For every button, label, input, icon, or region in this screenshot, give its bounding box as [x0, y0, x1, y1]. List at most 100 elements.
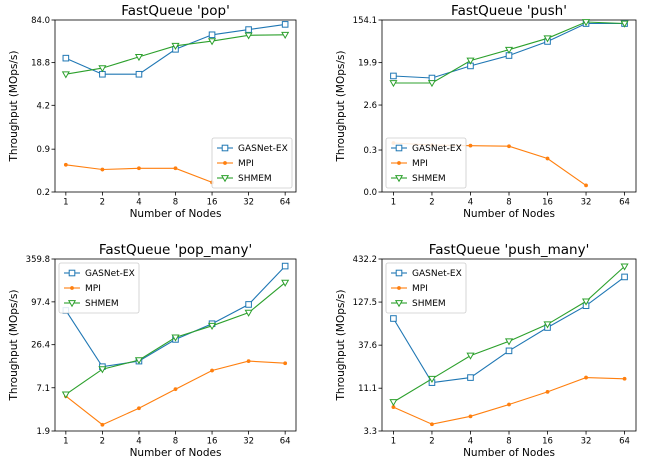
x-axis-label: Number of Nodes: [130, 447, 222, 459]
data-point: [135, 70, 143, 78]
data-point: [468, 414, 473, 419]
legend-label: GASNet-EX: [85, 269, 135, 279]
data-point: [389, 80, 398, 88]
legend-box: [385, 262, 467, 314]
data-point: [171, 334, 180, 342]
legend-label: SHMEM: [412, 174, 446, 184]
data-point: [246, 359, 251, 364]
x-tick-label: 2: [100, 198, 105, 208]
y-tick-label: 26.4: [31, 341, 50, 351]
data-point: [207, 38, 217, 46]
data-point: [137, 406, 141, 411]
x-axis-label: Number of Nodes: [463, 208, 555, 220]
x-tick-label: 16: [542, 198, 553, 208]
data-point: [505, 347, 513, 355]
legend-label: GASNet-EX: [238, 144, 288, 154]
series-shmem: [389, 263, 629, 407]
y-tick-label: 0.2: [36, 188, 50, 198]
series-shmem: [61, 279, 290, 399]
legend-marker: [397, 286, 401, 290]
y-tick-label: 0.3: [363, 146, 377, 156]
legend-label: GASNet-EX: [412, 269, 462, 279]
legend-marker: [394, 175, 404, 183]
x-tick-label: 2: [100, 437, 105, 447]
x-tick-label: 8: [173, 437, 178, 447]
x-tick-label: 1: [391, 198, 396, 208]
series-line: [393, 377, 625, 425]
data-point: [545, 389, 550, 394]
legend-label: MPI: [85, 284, 101, 294]
data-point: [283, 361, 288, 366]
data-point: [281, 31, 290, 39]
x-axis-label: Number of Nodes: [463, 447, 555, 459]
data-point: [63, 162, 68, 167]
y-tick-label: 7.1: [36, 384, 50, 394]
data-point: [244, 309, 253, 317]
series-mpi: [63, 359, 288, 427]
x-tick-label: 8: [506, 437, 511, 447]
data-point: [466, 352, 475, 360]
x-tick-label: 64: [619, 198, 630, 208]
data-point: [134, 53, 144, 62]
y-tick-label: 84.0: [31, 16, 50, 26]
legend-marker: [67, 300, 77, 308]
legend-marker: [395, 269, 403, 277]
legend-box: [58, 262, 140, 314]
chart-panel-3: FastQueue 'push_many'3.311.137.6127.5432…: [335, 242, 637, 459]
series-mpi: [391, 375, 627, 427]
x-tick-label: 8: [173, 198, 178, 208]
data-point: [244, 32, 253, 40]
data-point: [620, 263, 629, 271]
y-tick-label: 0.0: [363, 188, 377, 198]
y-tick-label: 4.2: [36, 101, 50, 111]
legend-marker: [220, 175, 230, 183]
data-point: [467, 374, 474, 381]
series-shmem: [389, 19, 629, 88]
data-point: [543, 35, 552, 43]
series-mpi: [63, 162, 214, 185]
y-axis-label: Throughput (MOps/s): [8, 51, 20, 163]
y-tick-label: 97.4: [31, 298, 50, 308]
data-point: [430, 422, 434, 427]
data-point: [504, 338, 514, 346]
chart-panel-1: FastQueue 'push' 0.0 0.3 2.6 19.9 154.1 1 2 4 8 16…: [335, 3, 637, 220]
x-tick-label: 4: [468, 198, 473, 208]
legend-label: SHMEM: [238, 174, 272, 184]
data-point: [545, 156, 550, 161]
data-point: [173, 166, 178, 171]
y-tick-label: 359.8: [26, 255, 50, 265]
data-point: [207, 322, 217, 330]
x-tick-label: 4: [136, 198, 141, 208]
chart-panel-2: FastQueue 'pop_many' 1.9 7.1 26.4 97.4 359.8 1…: [8, 242, 297, 459]
legend: GASNet-EX MPI SHMEM: [211, 137, 293, 189]
data-point: [98, 65, 107, 73]
y-tick-label: 37.6: [358, 341, 377, 351]
x-tick-label: 32: [243, 437, 254, 447]
x-tick-label: 4: [468, 437, 473, 447]
data-point: [468, 143, 473, 148]
data-point: [137, 166, 141, 171]
legend-label: MPI: [412, 284, 428, 294]
y-axis-label: Throughput (MOps/s): [335, 51, 347, 163]
legend-marker: [68, 269, 76, 277]
y-tick-label: 0.9: [36, 145, 50, 155]
y-tick-label: 432.2: [353, 255, 377, 265]
x-tick-label: 1: [391, 437, 396, 447]
chart-title: FastQueue 'pop': [121, 3, 230, 19]
data-point: [427, 375, 437, 383]
x-tick-label: 2: [429, 198, 434, 208]
data-point: [584, 375, 588, 380]
series-shmem: [61, 31, 290, 79]
data-point: [173, 387, 178, 392]
x-tick-label: 64: [619, 437, 630, 447]
x-tick-label: 4: [136, 437, 141, 447]
data-point: [581, 298, 591, 306]
data-point: [620, 20, 629, 28]
data-point: [504, 46, 514, 54]
data-point: [61, 71, 70, 79]
y-tick-label: 1.9: [36, 427, 50, 437]
series-line: [65, 360, 286, 426]
data-point: [281, 279, 290, 287]
legend: GASNet-EX MPI SHMEM: [58, 262, 140, 314]
